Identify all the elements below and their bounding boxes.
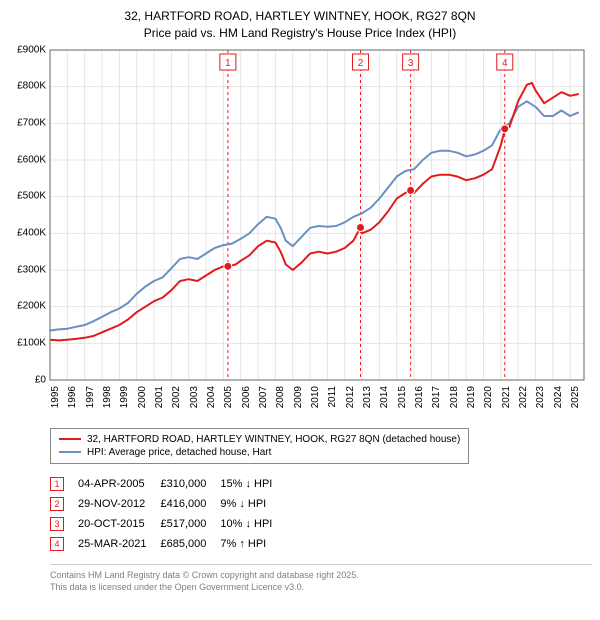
x-axis-label: 2025 (570, 386, 581, 416)
x-axis-label: 2018 (449, 386, 460, 416)
svg-text:4: 4 (502, 58, 508, 69)
table-row: 104-APR-2005£310,00015% ↓ HPI (50, 474, 286, 494)
x-axis-label: 1996 (67, 386, 78, 416)
sales-table: 104-APR-2005£310,00015% ↓ HPI229-NOV-201… (50, 474, 286, 554)
sale-diff: 7% ↑ HPI (220, 534, 286, 554)
x-axis-label: 2011 (327, 386, 338, 416)
legend: 32, HARTFORD ROAD, HARTLEY WINTNEY, HOOK… (50, 428, 469, 464)
sale-price: £685,000 (160, 534, 220, 554)
table-row: 229-NOV-2012£416,0009% ↓ HPI (50, 494, 286, 514)
table-row: 320-OCT-2015£517,00010% ↓ HPI (50, 514, 286, 534)
line-chart-svg: 1 2 3 4 (8, 42, 592, 422)
sale-date: 20-OCT-2015 (78, 514, 160, 534)
y-axis-label: £500K (8, 191, 46, 202)
y-axis-label: £300K (8, 264, 46, 275)
x-axis-label: 1995 (50, 386, 61, 416)
legend-label-hpi: HPI: Average price, detached house, Hart (87, 447, 271, 458)
legend-swatch-property (59, 438, 81, 440)
y-axis-label: £100K (8, 337, 46, 348)
svg-text:2: 2 (358, 58, 364, 69)
chart-area: 1 2 3 4 £0 £100K £200K £300K £400K £500K £600K £70… (8, 42, 592, 422)
sale-diff: 10% ↓ HPI (220, 514, 286, 534)
x-axis-label: 2008 (275, 386, 286, 416)
x-axis-label: 2009 (293, 386, 304, 416)
title-line-2: Price paid vs. HM Land Registry's House … (8, 25, 592, 42)
legend-item-hpi: HPI: Average price, detached house, Hart (59, 446, 460, 459)
sale-marker: 2 (50, 494, 78, 514)
sale-price: £517,000 (160, 514, 220, 534)
x-axis-label: 2002 (171, 386, 182, 416)
x-axis-label: 2007 (258, 386, 269, 416)
y-axis-label: £900K (8, 44, 46, 55)
x-axis-label: 1997 (85, 386, 96, 416)
sale-price: £310,000 (160, 474, 220, 494)
x-axis-label: 2006 (241, 386, 252, 416)
footnote-line-1: Contains HM Land Registry data © Crown c… (50, 569, 592, 582)
sale-price: £416,000 (160, 494, 220, 514)
svg-text:3: 3 (408, 58, 414, 69)
sale-marker: 3 (50, 514, 78, 534)
legend-label-property: 32, HARTFORD ROAD, HARTLEY WINTNEY, HOOK… (87, 434, 460, 445)
x-axis-label: 1998 (102, 386, 113, 416)
x-axis-label: 2016 (414, 386, 425, 416)
chart-title: 32, HARTFORD ROAD, HARTLEY WINTNEY, HOOK… (8, 8, 592, 42)
sale-date: 29-NOV-2012 (78, 494, 160, 514)
x-axis-label: 2015 (397, 386, 408, 416)
x-axis-label: 2023 (535, 386, 546, 416)
y-axis-label: £800K (8, 81, 46, 92)
y-axis-label: £0 (8, 374, 46, 385)
x-axis-label: 2000 (137, 386, 148, 416)
sale-diff: 9% ↓ HPI (220, 494, 286, 514)
y-axis-label: £700K (8, 117, 46, 128)
sale-marker: 4 (50, 534, 78, 554)
x-axis-label: 1999 (119, 386, 130, 416)
x-axis-label: 2021 (501, 386, 512, 416)
y-axis-label: £200K (8, 301, 46, 312)
legend-swatch-hpi (59, 451, 81, 453)
x-axis-label: 2005 (223, 386, 234, 416)
y-axis-label: £600K (8, 154, 46, 165)
x-axis-label: 2012 (345, 386, 356, 416)
table-row: 425-MAR-2021£685,0007% ↑ HPI (50, 534, 286, 554)
x-axis-label: 2022 (518, 386, 529, 416)
x-axis-label: 2024 (553, 386, 564, 416)
footnote: Contains HM Land Registry data © Crown c… (50, 564, 592, 594)
x-axis-label: 2019 (466, 386, 477, 416)
x-axis-label: 2020 (483, 386, 494, 416)
sale-marker: 1 (50, 474, 78, 494)
x-axis-label: 2004 (206, 386, 217, 416)
x-axis-label: 2001 (154, 386, 165, 416)
x-axis-label: 2014 (379, 386, 390, 416)
x-axis-label: 2017 (431, 386, 442, 416)
footnote-line-2: This data is licensed under the Open Gov… (50, 581, 592, 594)
svg-text:1: 1 (225, 58, 231, 69)
sale-date: 04-APR-2005 (78, 474, 160, 494)
y-axis-label: £400K (8, 227, 46, 238)
legend-item-property: 32, HARTFORD ROAD, HARTLEY WINTNEY, HOOK… (59, 433, 460, 446)
x-axis-label: 2013 (362, 386, 373, 416)
x-axis-label: 2003 (189, 386, 200, 416)
sale-date: 25-MAR-2021 (78, 534, 160, 554)
x-axis-label: 2010 (310, 386, 321, 416)
sale-diff: 15% ↓ HPI (220, 474, 286, 494)
title-line-1: 32, HARTFORD ROAD, HARTLEY WINTNEY, HOOK… (8, 8, 592, 25)
